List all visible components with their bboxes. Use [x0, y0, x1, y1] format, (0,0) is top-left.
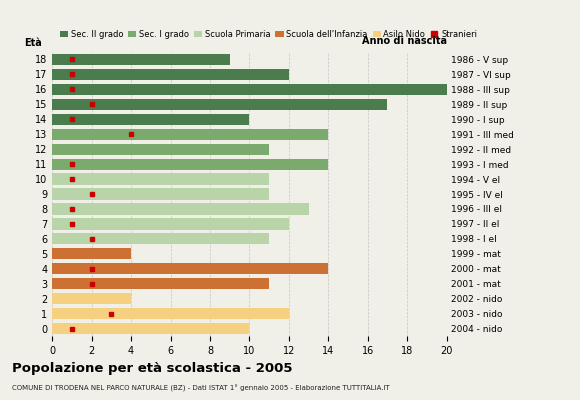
- Bar: [52, 218, 289, 230]
- Text: Anno di nascita: Anno di nascita: [361, 36, 447, 46]
- Text: Popolazione per età scolastica - 2005: Popolazione per età scolastica - 2005: [12, 362, 292, 375]
- Bar: [52, 174, 269, 185]
- Bar: [52, 248, 131, 259]
- Bar: [52, 54, 230, 65]
- Bar: [52, 129, 328, 140]
- Bar: [52, 188, 269, 200]
- Bar: [52, 308, 289, 319]
- Bar: [52, 84, 447, 95]
- Bar: [52, 114, 249, 125]
- Text: COMUNE DI TRODENA NEL PARCO NATURALE (BZ) - Dati ISTAT 1° gennaio 2005 - Elabora: COMUNE DI TRODENA NEL PARCO NATURALE (BZ…: [12, 385, 389, 392]
- Bar: [52, 203, 309, 214]
- Bar: [52, 144, 269, 155]
- Bar: [52, 263, 328, 274]
- Legend: Sec. II grado, Sec. I grado, Scuola Primaria, Scuola dell'Infanzia, Asilo Nido, : Sec. II grado, Sec. I grado, Scuola Prim…: [56, 26, 480, 42]
- Text: Età: Età: [24, 38, 42, 48]
- Bar: [52, 293, 131, 304]
- Bar: [52, 233, 269, 244]
- Bar: [52, 99, 387, 110]
- Bar: [52, 69, 289, 80]
- Bar: [52, 158, 328, 170]
- Bar: [52, 323, 249, 334]
- Bar: [52, 278, 269, 289]
